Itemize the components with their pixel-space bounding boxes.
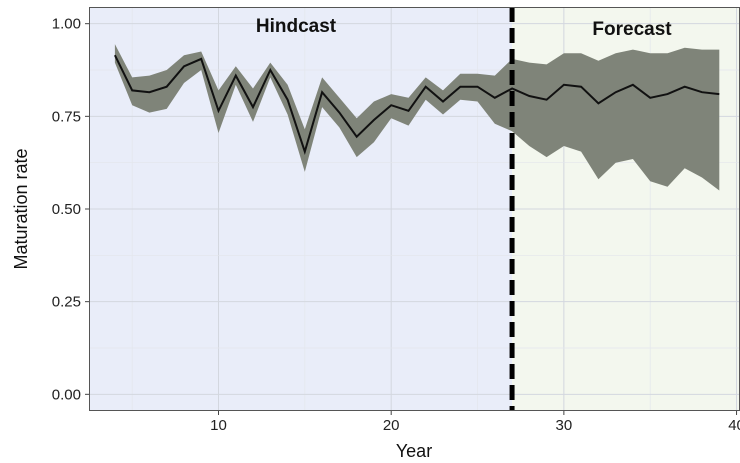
x-axis-title: Year <box>396 441 432 461</box>
x-tick-label: 30 <box>556 417 573 434</box>
y-tick-label: 0.25 <box>52 294 81 311</box>
x-tick-label: 20 <box>383 417 400 434</box>
y-tick-label: 0.00 <box>52 386 81 403</box>
x-tick-label: 10 <box>210 417 227 434</box>
y-tick-label: 0.75 <box>52 108 81 125</box>
maturation-rate-line <box>114 54 720 155</box>
forecast-label: Forecast <box>592 19 672 40</box>
y-tick-label: 1.00 <box>52 16 81 33</box>
hindcast-label: Hindcast <box>256 16 337 37</box>
axis-ticks: 10 20 30 40 0.00 0.25 0.50 0.75 1.00 <box>52 16 740 434</box>
y-axis-title: Maturation rate <box>11 148 31 269</box>
x-tick-label: 40 <box>728 417 740 434</box>
y-tick-label: 0.50 <box>52 201 81 218</box>
